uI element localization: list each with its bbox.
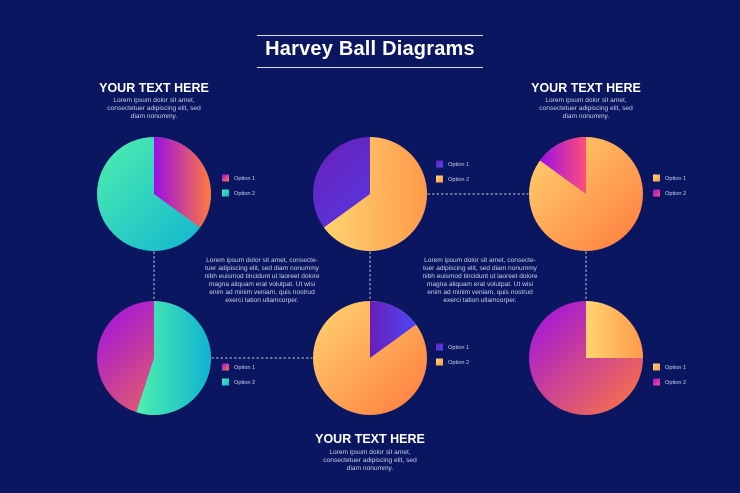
paragraph-line: exerci tation ullamcorper. xyxy=(225,297,299,304)
legend-ball-bottom-middle: Option 1 Option 2 xyxy=(436,343,469,366)
legend-label: Option 1 xyxy=(448,345,469,351)
harvey-balls xyxy=(97,137,643,415)
paragraph-line: enim ad minim veniam, quis nostrud xyxy=(427,289,533,296)
paragraph-left: Lorem ipsum dolor sit amet, consecte- tu… xyxy=(192,257,332,305)
desc-line: consectetuer adipiscing elit, sed xyxy=(323,457,417,464)
legend-swatch xyxy=(436,343,443,351)
desc-bottom: Lorem ipsum dolor sit amet, consectetuer… xyxy=(270,449,470,473)
legend-label: Option 2 xyxy=(234,191,255,197)
legend-ball-bottom-right: Option 1 Option 2 xyxy=(653,363,686,386)
paragraph-right: Lorem ipsum dolor sit amet, consecte- tu… xyxy=(410,257,550,305)
legend-label: Option 2 xyxy=(665,191,686,197)
legend-swatch xyxy=(653,378,660,386)
dotted-connectors xyxy=(153,193,587,359)
page-title: Harvey Ball Diagrams xyxy=(265,38,475,60)
legend-label: Option 2 xyxy=(665,380,686,386)
legend-label: Option 1 xyxy=(234,176,255,182)
legend-swatch xyxy=(436,358,443,366)
legend-ball-top-right: Option 1 Option 2 xyxy=(653,174,686,197)
paragraph-line: enim ad minim veniam, quis nostrud xyxy=(209,289,315,296)
ball-bottom-right xyxy=(529,301,643,415)
ball-bottom-middle xyxy=(313,301,427,415)
harvey-ball-segment xyxy=(136,301,212,415)
title-rule-top xyxy=(257,35,483,36)
legend-swatch xyxy=(222,363,229,371)
paragraph-line: nibh euismod tincidunt ut laoreet dolore xyxy=(422,273,538,280)
legend-label: Option 2 xyxy=(448,177,469,183)
desc-line: Lorem ipsum dolor sit amet, xyxy=(329,449,411,456)
ball-top-left xyxy=(97,137,211,251)
paragraph-line: Lorem ipsum dolor sit amet, consecte- xyxy=(206,257,318,264)
heading-top-right: YOUR TEXT HERE xyxy=(531,81,641,95)
desc-line: diam nonummy. xyxy=(130,113,178,120)
desc-line: Lorem ipsum dolor sit amet, xyxy=(113,97,195,104)
desc-line: consectetuer adipiscing elit, sed xyxy=(539,105,633,112)
legend-swatch xyxy=(222,189,229,197)
ball-top-right xyxy=(529,137,643,251)
legend-swatch xyxy=(222,378,229,386)
paragraph-line: Lorem ipsum dolor sit amet, consecte- xyxy=(424,257,536,264)
legend-label: Option 1 xyxy=(234,365,255,371)
legend-swatch xyxy=(436,160,443,168)
desc-line: diam nonummy. xyxy=(562,113,610,120)
desc-top-right: Lorem ipsum dolor sit amet, consectetuer… xyxy=(486,97,686,121)
legend-label: Option 1 xyxy=(448,162,469,168)
paragraph-line: nibh euismod tincidunt ut laoreet dolore xyxy=(204,273,320,280)
legend-label: Option 2 xyxy=(448,360,469,366)
harvey-ball-segment xyxy=(370,301,417,358)
ball-top-middle xyxy=(313,137,428,252)
paragraph-line: tuer adipiscing elit, sed diam nonummy xyxy=(205,265,319,272)
harvey-ball-segment xyxy=(154,137,211,228)
legend-ball-top-middle: Option 1 Option 2 xyxy=(436,160,469,183)
legend-ball-bottom-left: Option 1 Option 2 xyxy=(222,363,255,386)
harvey-ball-segment xyxy=(539,137,586,194)
paragraph-line: magna aliquam erat volutpat. Ut wisi xyxy=(208,281,316,288)
legend-label: Option 1 xyxy=(665,176,686,182)
legend-swatch xyxy=(653,174,660,182)
desc-line: consectetuer adipiscing elit, sed xyxy=(107,105,201,112)
paragraph-line: magna aliquam erat volutpat. Ut wisi xyxy=(426,281,534,288)
paragraph-line: exerci tation ullamcorper. xyxy=(443,297,517,304)
desc-line: Lorem ipsum dolor sit amet, xyxy=(545,97,627,104)
legend-label: Option 2 xyxy=(234,380,255,386)
desc-line: diam nonummy. xyxy=(346,465,394,472)
ball-bottom-left xyxy=(97,301,212,415)
desc-top-left: Lorem ipsum dolor sit amet, consectetuer… xyxy=(54,97,254,121)
harvey-ball-segment xyxy=(586,301,643,358)
paragraph-line: tuer adipiscing elit, sed diam nonummy xyxy=(423,265,537,272)
heading-bottom: YOUR TEXT HERE xyxy=(315,432,425,446)
legend-swatch xyxy=(222,174,229,182)
legend-swatch xyxy=(653,363,660,371)
legend-label: Option 1 xyxy=(665,365,686,371)
title-rule-bottom xyxy=(257,67,483,68)
legend-swatch xyxy=(653,189,660,197)
legend-ball-top-left: Option 1 Option 2 xyxy=(222,174,255,197)
harvey-ball-segment xyxy=(323,137,428,252)
heading-top-left: YOUR TEXT HERE xyxy=(99,81,209,95)
legend-swatch xyxy=(436,175,443,183)
